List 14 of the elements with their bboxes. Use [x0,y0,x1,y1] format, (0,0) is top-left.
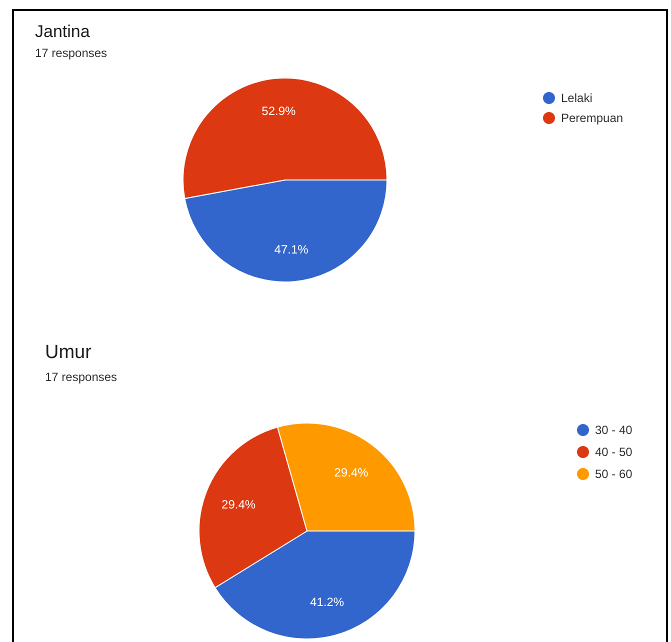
legend-label: 40 - 50 [595,445,633,460]
legend-label: Perempuan [561,111,624,126]
data-label: 41.2% [310,594,344,609]
text: 17 responses [45,370,118,384]
legend-label: 50 - 60 [595,467,633,482]
legend-label: Lelaki [561,91,592,106]
data-label: 47.1% [274,242,309,256]
chart-title: Jantina [35,22,90,41]
chart-title: Umur [45,342,92,363]
data-label: 52.9% [262,104,296,118]
text: 17 responses [35,46,108,60]
data-label: 29.4% [222,498,256,512]
legend-label: 30 - 40 [595,423,633,438]
data-label: 29.4% [334,466,369,480]
